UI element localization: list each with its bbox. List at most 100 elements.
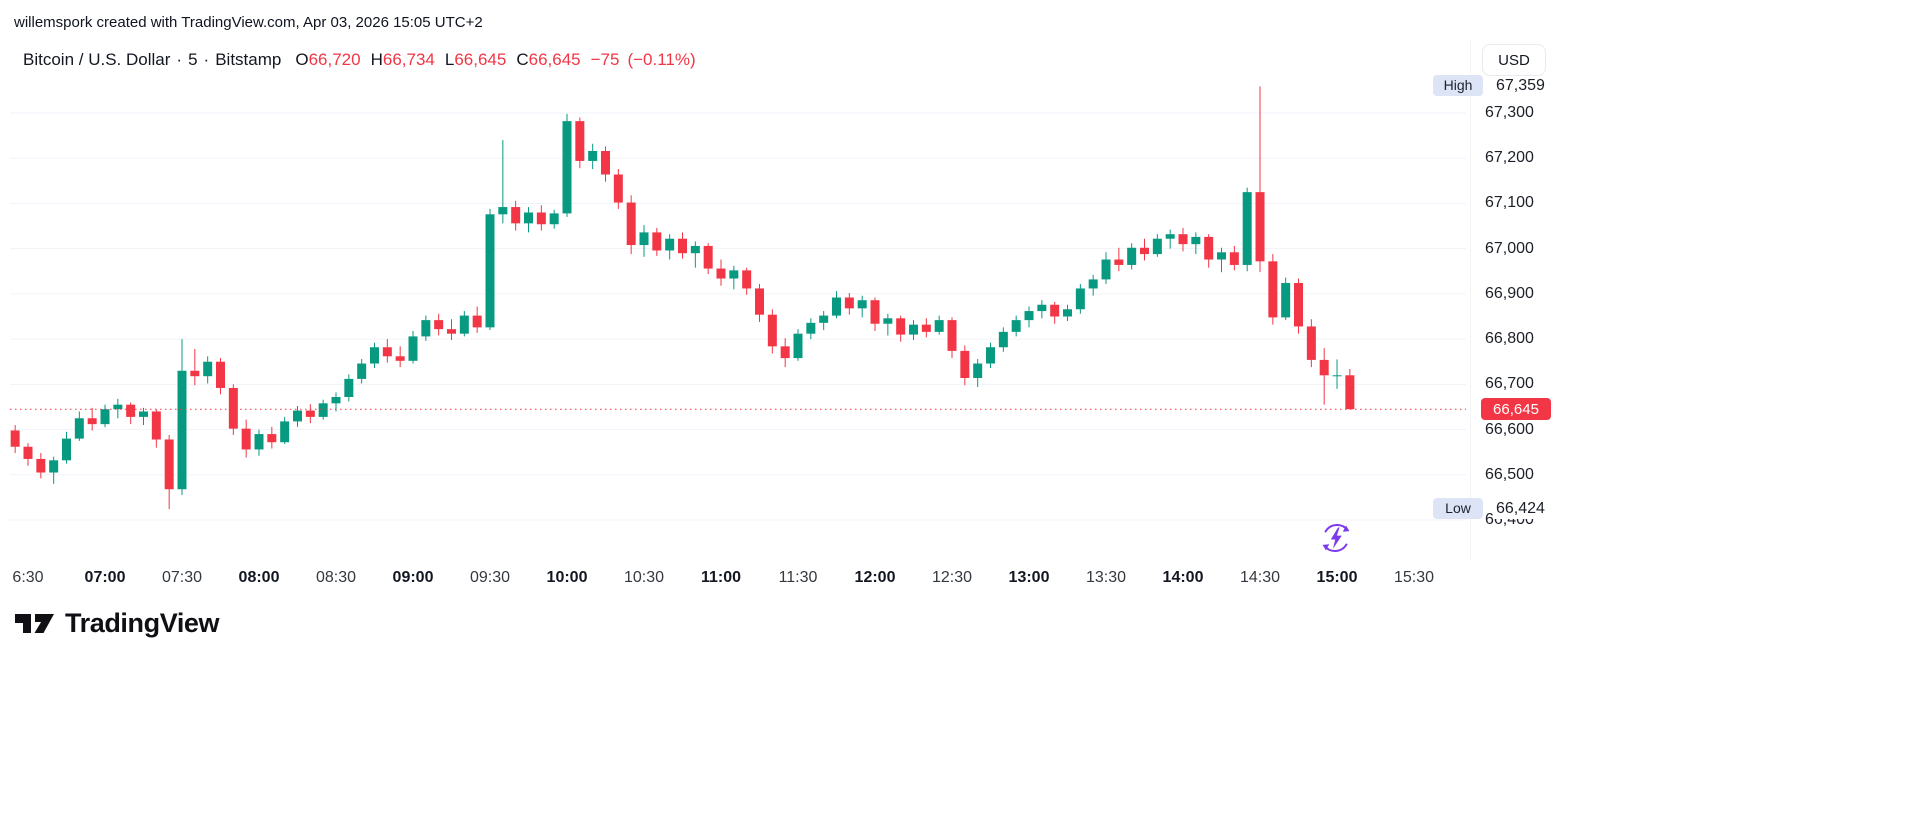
candle[interactable] — [151, 409, 161, 448]
candle[interactable] — [947, 317, 957, 359]
candle[interactable] — [139, 407, 149, 426]
candle[interactable] — [639, 225, 649, 257]
candle[interactable] — [934, 315, 944, 335]
candle[interactable] — [447, 319, 457, 341]
candle[interactable] — [601, 146, 611, 182]
candle[interactable] — [23, 443, 33, 466]
candle[interactable] — [190, 349, 200, 386]
candle[interactable] — [998, 327, 1008, 352]
candle[interactable] — [100, 404, 110, 428]
candle[interactable] — [1140, 238, 1150, 261]
candle[interactable] — [228, 384, 238, 435]
candle[interactable] — [973, 359, 983, 388]
candle[interactable] — [1165, 229, 1175, 249]
candle[interactable] — [1063, 304, 1073, 322]
candle[interactable] — [1268, 254, 1278, 325]
candle[interactable] — [49, 456, 59, 484]
candle[interactable] — [1050, 302, 1060, 324]
candle[interactable] — [1204, 234, 1214, 268]
candlestick-chart[interactable] — [10, 40, 1466, 560]
candle[interactable] — [536, 205, 546, 231]
candle[interactable] — [652, 227, 662, 256]
candle[interactable] — [960, 345, 970, 386]
candle[interactable] — [767, 309, 777, 354]
candle[interactable] — [498, 140, 508, 224]
candle[interactable] — [844, 292, 854, 315]
candle[interactable] — [870, 297, 880, 331]
candle[interactable] — [177, 339, 187, 496]
candle[interactable] — [921, 318, 931, 338]
candle[interactable] — [61, 431, 71, 464]
candle[interactable] — [216, 358, 226, 395]
candle[interactable] — [1178, 227, 1188, 252]
candle[interactable] — [395, 346, 405, 368]
candle[interactable] — [1281, 277, 1291, 321]
candle[interactable] — [1152, 234, 1162, 257]
candle[interactable] — [472, 306, 482, 333]
candle[interactable] — [690, 241, 700, 268]
candle[interactable] — [254, 429, 264, 456]
candle[interactable] — [626, 195, 636, 255]
candle[interactable] — [36, 453, 46, 479]
candle[interactable] — [755, 283, 765, 322]
candle[interactable] — [665, 234, 675, 260]
candle[interactable] — [1255, 86, 1265, 273]
candle[interactable] — [203, 356, 213, 384]
brand-footer[interactable]: TradingView — [14, 608, 220, 639]
candle[interactable] — [382, 339, 392, 363]
candle[interactable] — [857, 295, 867, 318]
candle[interactable] — [703, 243, 713, 274]
candle[interactable] — [1294, 278, 1304, 334]
candle[interactable] — [562, 113, 572, 218]
candle[interactable] — [780, 338, 790, 368]
candle[interactable] — [729, 265, 739, 290]
candle[interactable] — [1024, 306, 1034, 328]
candle[interactable] — [511, 200, 521, 231]
candle[interactable] — [1075, 283, 1085, 314]
candle[interactable] — [909, 320, 919, 341]
candle[interactable] — [10, 425, 20, 454]
symbol-name[interactable]: Bitcoin / U.S. Dollar — [23, 50, 171, 69]
candle[interactable] — [1114, 247, 1124, 272]
candle[interactable] — [126, 402, 136, 425]
interval-label[interactable]: 5 — [188, 50, 198, 69]
candle[interactable] — [1217, 247, 1227, 273]
candle[interactable] — [883, 313, 893, 336]
candle[interactable] — [1101, 252, 1111, 284]
candle[interactable] — [485, 208, 495, 331]
candle[interactable] — [241, 419, 251, 458]
candle[interactable] — [305, 404, 315, 424]
candle[interactable] — [793, 329, 803, 361]
candle[interactable] — [575, 117, 585, 169]
candle[interactable] — [549, 209, 559, 229]
candle[interactable] — [588, 143, 598, 170]
candle[interactable] — [113, 398, 123, 419]
candle[interactable] — [318, 399, 328, 420]
candle[interactable] — [1306, 319, 1316, 368]
candle[interactable] — [280, 416, 290, 445]
candle[interactable] — [896, 315, 906, 342]
candle[interactable] — [1345, 368, 1355, 410]
candle[interactable] — [370, 342, 380, 369]
candle[interactable] — [742, 267, 752, 295]
candle[interactable] — [164, 434, 174, 510]
candle[interactable] — [678, 232, 688, 259]
candle[interactable] — [87, 407, 97, 431]
time-axis[interactable]: 6:30 07:00 07:30 08:00 08:30 09:00 09:30 10:00 1… — [10, 561, 1466, 593]
candle[interactable] — [1191, 232, 1201, 255]
candle[interactable] — [1088, 274, 1098, 296]
candle[interactable] — [421, 315, 431, 341]
candle[interactable] — [344, 374, 354, 402]
price-scale[interactable]: 67,300 67,200 67,100 67,000 66,900 66,800 66,7… — [1433, 40, 1557, 560]
candle[interactable] — [74, 411, 84, 441]
candle[interactable] — [408, 330, 418, 364]
candle[interactable] — [357, 359, 367, 384]
currency-button[interactable]: USD — [1482, 44, 1546, 76]
candle[interactable] — [331, 392, 341, 412]
candle[interactable] — [832, 291, 842, 319]
candle[interactable] — [1037, 300, 1047, 319]
candle[interactable] — [459, 311, 469, 337]
candle[interactable] — [524, 207, 534, 233]
candle[interactable] — [806, 318, 816, 340]
candle[interactable] — [1242, 187, 1252, 272]
